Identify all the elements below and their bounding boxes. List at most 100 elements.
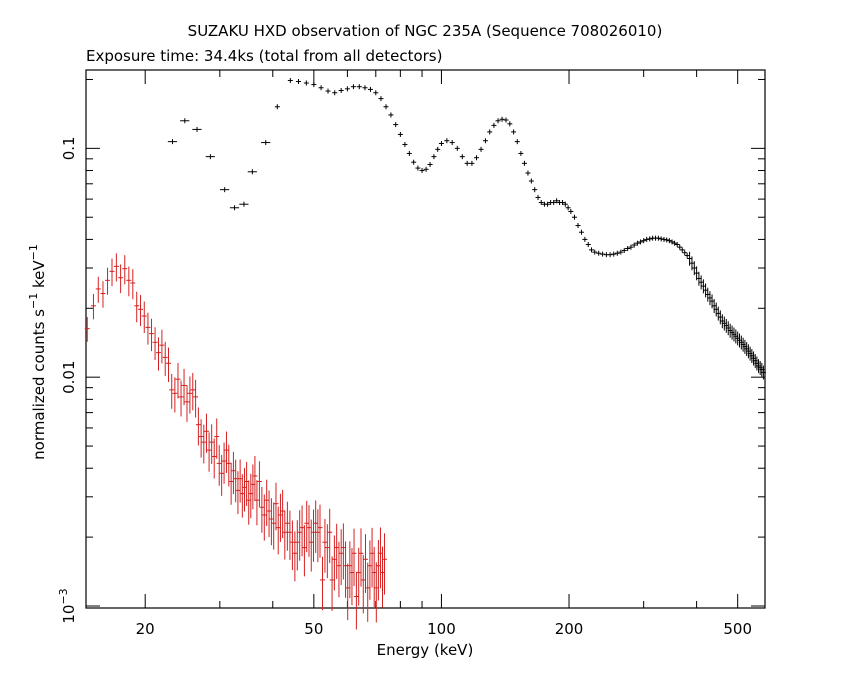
data-point	[201, 424, 207, 464]
data-point	[134, 291, 140, 323]
data-point	[317, 504, 323, 558]
data-point	[499, 116, 505, 122]
data-point	[365, 562, 371, 622]
data-point	[105, 267, 111, 295]
data-point	[113, 253, 119, 282]
data-point	[261, 494, 267, 541]
data-point	[299, 505, 305, 557]
data-point	[159, 329, 165, 364]
x-axis-label: Energy (keV)	[377, 641, 474, 659]
data-point	[383, 104, 389, 110]
data-point	[464, 160, 470, 166]
data-point	[109, 258, 115, 287]
axis-ticks	[86, 70, 765, 608]
data-point	[264, 479, 270, 527]
data-point	[322, 518, 328, 573]
data-point	[362, 85, 368, 91]
data-point	[166, 347, 172, 382]
data-point	[180, 118, 190, 124]
data-point	[478, 146, 484, 152]
data-point	[562, 201, 568, 207]
data-point	[696, 271, 702, 286]
data-point	[126, 266, 132, 297]
data-point	[268, 498, 274, 546]
data-point	[607, 252, 613, 258]
data-point	[338, 87, 344, 94]
data-point	[296, 78, 302, 84]
data-point	[233, 459, 239, 503]
y-axis-label-mid: keV	[30, 260, 48, 293]
data-point	[332, 90, 338, 96]
data-point	[406, 150, 412, 156]
data-point	[674, 242, 680, 248]
data-point	[388, 112, 394, 118]
data-point	[578, 229, 584, 235]
data-point	[230, 451, 236, 495]
data-point	[313, 500, 319, 553]
data-point	[507, 121, 513, 127]
data-point	[256, 461, 262, 507]
data-point	[181, 368, 187, 406]
data-point	[474, 155, 480, 161]
data-point	[239, 201, 249, 207]
data-point	[682, 250, 688, 256]
data-point	[382, 533, 388, 595]
data-point	[585, 242, 591, 248]
data-point	[84, 317, 90, 342]
data-point	[319, 556, 325, 611]
data-point	[535, 194, 541, 200]
data-point	[301, 525, 307, 577]
data-point	[356, 84, 362, 90]
data-point	[141, 301, 147, 334]
data-point	[229, 205, 240, 211]
data-point	[554, 198, 560, 204]
data-point	[435, 146, 441, 152]
data-point	[303, 80, 309, 86]
data-point	[363, 534, 369, 594]
series-pin	[84, 253, 388, 630]
series-gso	[167, 77, 766, 380]
data-point	[172, 377, 178, 413]
data-point	[600, 251, 606, 257]
data-point	[402, 141, 408, 147]
data-point	[353, 571, 359, 630]
data-point	[491, 122, 497, 128]
data-point	[621, 247, 627, 253]
data-point	[318, 85, 324, 91]
data-point	[226, 444, 232, 487]
data-point	[266, 490, 272, 538]
data-point	[538, 199, 544, 206]
data-point	[156, 337, 162, 371]
data-point	[344, 86, 350, 92]
data-point	[419, 168, 425, 174]
data-point	[596, 250, 602, 256]
data-point	[198, 419, 204, 458]
data-point	[760, 365, 766, 380]
data-point	[308, 519, 314, 572]
data-point	[297, 510, 303, 561]
data-point	[289, 520, 295, 571]
data-point	[311, 82, 317, 88]
data-point	[138, 294, 144, 327]
data-point	[703, 283, 709, 298]
data-point	[551, 199, 557, 206]
y-axis-label-sup2: −1	[27, 244, 40, 260]
data-point	[393, 122, 399, 128]
data-point	[397, 131, 403, 137]
data-point	[327, 508, 333, 564]
data-point	[193, 379, 199, 418]
data-point	[677, 244, 683, 250]
data-point	[325, 88, 331, 94]
data-point	[565, 205, 571, 211]
data-point	[415, 165, 421, 171]
data-point	[518, 150, 524, 156]
data-point	[273, 482, 279, 531]
data-point	[175, 362, 181, 399]
data-point	[324, 524, 330, 579]
data-point	[220, 187, 230, 193]
data-point	[356, 547, 362, 606]
data-point	[511, 129, 517, 135]
data-point	[228, 462, 234, 505]
data-point	[287, 77, 293, 83]
x-tick-label: 20	[136, 620, 155, 638]
